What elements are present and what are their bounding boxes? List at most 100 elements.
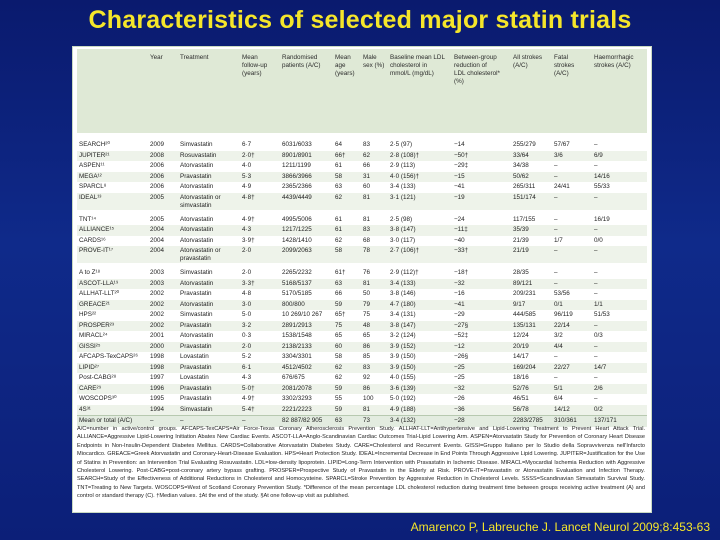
- cell-patients: 2099/2063: [282, 247, 312, 254]
- cell-age: 61: [335, 226, 343, 233]
- cell-ldl: 3·8 (147): [390, 321, 416, 329]
- header-male: Male sex (%): [363, 54, 385, 69]
- table-footnote: A/C=number in active/control groups. AFC…: [77, 426, 645, 500]
- cell-male: 85: [363, 353, 371, 360]
- cell-male: 66: [363, 162, 371, 169]
- cell-treatment: Atorvastatin or pravastatin: [180, 247, 221, 262]
- cell-all-strokes: 35/39: [513, 226, 529, 233]
- table-row: WOSCOPS³⁰ 1995 Pravastatin 4·9† 3302/3293 55 1…: [77, 394, 647, 405]
- cell-age: 61: [335, 162, 343, 169]
- cell-ldl: 2·5 (97): [390, 141, 413, 148]
- cell-age: 62: [335, 193, 343, 201]
- cell-trial: MIRACL²⁴: [79, 332, 108, 339]
- cell-male: 86: [363, 384, 371, 392]
- cell-year: 1997: [150, 374, 165, 381]
- cell-treatment: Pravastatin: [180, 395, 212, 402]
- cell-followup: 3·9†: [242, 236, 255, 244]
- cell-fatal-strokes: 3/6: [554, 151, 563, 159]
- cell-followup: 0·3: [242, 332, 252, 339]
- cell-haem-strokes: –: [594, 247, 598, 254]
- cell-patients: 3302/3293: [282, 395, 312, 402]
- header-reduction: Between-group reduction of LDL cholester…: [454, 54, 500, 85]
- cell-patients: 3304/3301: [282, 353, 312, 360]
- cell-male: 79: [363, 300, 371, 308]
- cell-age: 75: [335, 321, 343, 329]
- cell-haem-strokes: –: [594, 162, 598, 169]
- cell-trial: PROVE-IT¹⁷: [79, 247, 114, 254]
- cell-treatment: Atorvastatin: [180, 236, 214, 244]
- table-total-row: Mean or total (A/C) – – – 82 887/82 905 63 73 3…: [77, 415, 647, 427]
- cell-treatment: Simvastatin: [180, 405, 213, 413]
- cell-year: –: [150, 417, 154, 424]
- cell-year: 2002: [150, 300, 165, 308]
- cell-reduction: −11‡: [454, 226, 468, 233]
- cell-treatment: Atorvastatin: [180, 215, 214, 223]
- cell-treatment: Simvastatin: [180, 269, 213, 276]
- table-row: ALLIANCE¹⁵ 2004 Atorvastatin 4·3 1217/1225 61…: [77, 225, 647, 236]
- cell-reduction: −28: [454, 417, 465, 424]
- header-fatal-strokes: Fatal strokes (A/C): [554, 54, 575, 77]
- cell-year: 2004: [150, 247, 165, 254]
- cell-followup: 5·0: [242, 311, 252, 318]
- cell-fatal-strokes: 6/4: [554, 395, 563, 402]
- cell-reduction: −50†: [454, 151, 469, 159]
- cell-treatment: Pravastatin: [180, 342, 212, 350]
- cell-followup: 3·3†: [242, 279, 255, 287]
- table-row: AFCAPS-TexCAPS²⁶ 1998 Lovastatin 5·2 3304/33…: [77, 352, 647, 363]
- header-year: Year: [150, 54, 163, 61]
- cell-haem-strokes: –: [594, 279, 598, 287]
- cell-age: 61: [335, 215, 343, 223]
- cell-treatment: Atorvastatin: [180, 183, 214, 190]
- cell-male: 92: [363, 374, 371, 381]
- cell-treatment: Rosuvastatin: [180, 151, 217, 159]
- table-row: PROSPER²³ 2002 Pravastatin 3·2 2891/2913 75 48…: [77, 320, 647, 331]
- cell-treatment: Atorvastatin: [180, 332, 214, 339]
- cell-followup: 5·4†: [242, 405, 255, 413]
- cell-haem-strokes: –: [594, 395, 598, 402]
- table-header: Year Treatment Mean follow-up (years) Rando…: [77, 49, 647, 133]
- header-haem-strokes: Haemorrhagic strokes (A/C): [594, 54, 634, 69]
- cell-reduction: −32: [454, 384, 465, 392]
- cell-ldl: 3·4 (133): [390, 279, 416, 287]
- header-ldl: Baseline mean LDL cholesterol in mmol/L …: [390, 54, 445, 77]
- cell-followup: 2·0†: [242, 151, 255, 159]
- cell-followup: 2·0: [242, 247, 252, 254]
- cell-age: 65: [335, 332, 343, 339]
- cell-age: 59: [335, 300, 343, 308]
- cell-all-strokes: 151/174: [513, 193, 536, 201]
- cell-reduction: −16: [454, 290, 465, 297]
- cell-reduction: −18†: [454, 269, 469, 276]
- cell-male: 31: [363, 172, 371, 180]
- cell-all-strokes: 89/121: [513, 279, 533, 287]
- cell-patients: 2891/2913: [282, 321, 312, 329]
- cell-treatment: Lovastatin: [180, 374, 209, 381]
- cell-patients: 676/675: [282, 374, 305, 381]
- cell-year: 2008: [150, 151, 165, 159]
- cell-patients: 4439/4449: [282, 193, 312, 201]
- cell-fatal-strokes: 22/14: [554, 321, 570, 329]
- cell-ldl: 3·1 (121): [390, 193, 416, 201]
- cell-haem-strokes: 0/0: [594, 236, 603, 244]
- cell-ldl: 3·0 (117): [390, 236, 416, 244]
- cell-patients: 2081/2078: [282, 384, 312, 392]
- cell-haem-strokes: 14/7: [594, 363, 607, 371]
- cell-male: 83: [363, 363, 371, 371]
- cell-year: 2005: [150, 193, 165, 201]
- table-body: SEARCH²⁰ 2009 Simvastatin 6·7 6031/6033 64 83 2…: [77, 140, 647, 427]
- cell-age: 58: [335, 172, 343, 180]
- table-row: CARE²⁹ 1996 Pravastatin 5·0† 2081/2078 59 86 3·…: [77, 383, 647, 394]
- cell-haem-strokes: –: [594, 290, 598, 297]
- cell-patients: 10 269/10 267: [282, 311, 323, 318]
- cell-trial: WOSCOPS³⁰: [79, 395, 117, 402]
- cell-all-strokes: 28/35: [513, 269, 529, 276]
- header-age: Mean age (years): [335, 54, 355, 77]
- cell-patients: 2138/2133: [282, 342, 312, 350]
- cell-haem-strokes: –: [594, 141, 598, 148]
- cell-all-strokes: 209/231: [513, 290, 536, 297]
- cell-fatal-strokes: 24/41: [554, 183, 570, 190]
- cell-male: 75: [363, 311, 371, 318]
- cell-treatment: Pravastatin: [180, 384, 212, 392]
- cell-male: 50: [363, 290, 371, 297]
- cell-ldl: 2·5 (98): [390, 215, 413, 223]
- cell-all-strokes: 50/62: [513, 172, 529, 180]
